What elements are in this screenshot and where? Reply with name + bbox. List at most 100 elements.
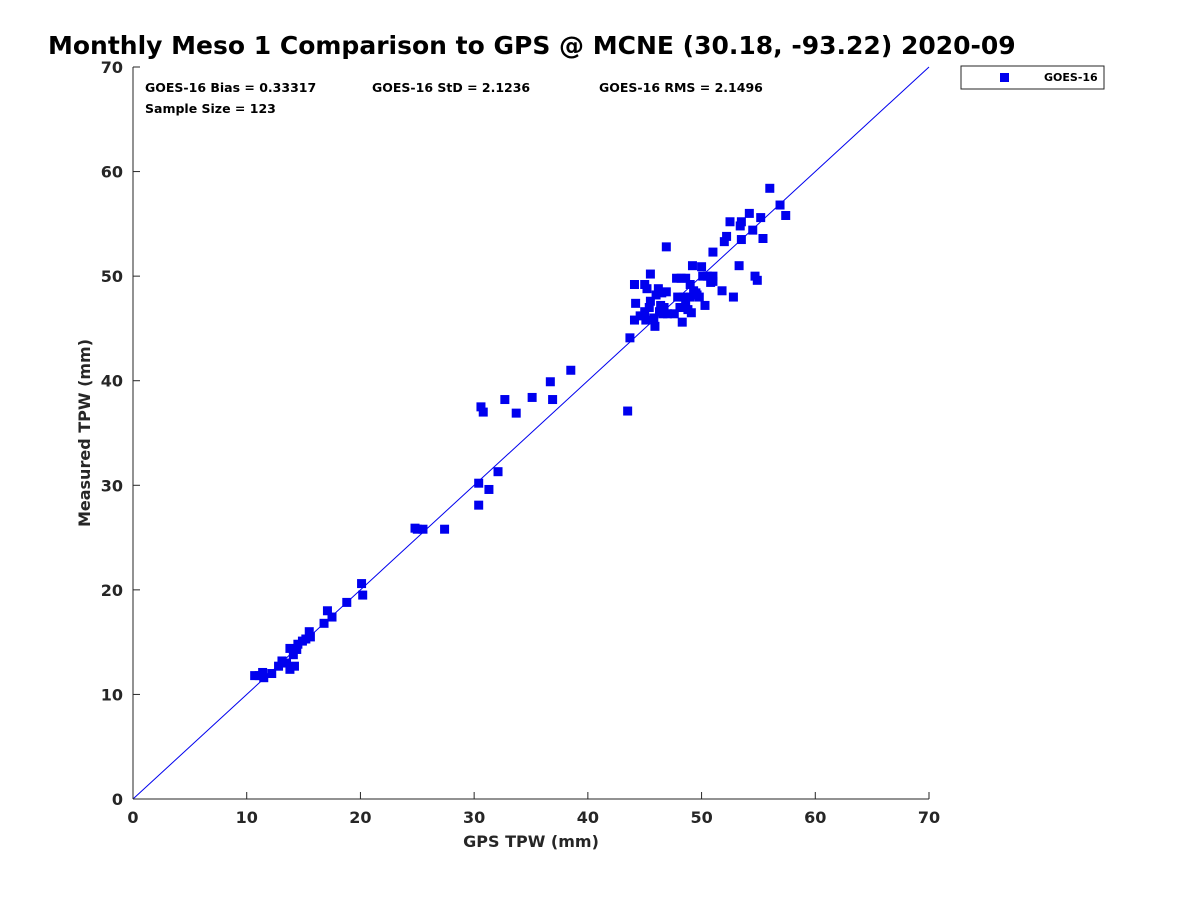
data-point (717, 286, 727, 296)
x-tick-label: 50 (690, 808, 712, 827)
data-point (418, 524, 428, 534)
y-tick-label: 10 (101, 685, 123, 704)
data-point (685, 280, 695, 290)
stat-std: GOES-16 StD = 2.1236 (372, 80, 530, 95)
x-axis-label: GPS TPW (mm) (463, 832, 599, 851)
data-point (678, 292, 688, 302)
data-point (734, 261, 744, 271)
data-point (285, 664, 295, 674)
data-point (765, 183, 775, 193)
data-point (694, 292, 704, 302)
data-point (744, 208, 754, 218)
data-point (289, 661, 299, 671)
data-point (659, 303, 669, 313)
x-tick-label: 0 (127, 808, 138, 827)
series-goes16-points (250, 183, 791, 683)
x-tick-label: 20 (349, 808, 371, 827)
y-axis-ticks: 0 10 20 30 40 50 60 70 (101, 58, 140, 809)
y-axis-label: Measured TPW (mm) (75, 339, 94, 527)
data-point (686, 308, 696, 318)
stat-sample-size: Sample Size = 123 (145, 101, 276, 116)
data-point (708, 276, 718, 286)
data-point (493, 467, 503, 477)
x-tick-label: 70 (918, 808, 940, 827)
data-point (748, 225, 758, 235)
data-point (758, 233, 768, 243)
data-point (752, 275, 762, 285)
chart-title: Monthly Meso 1 Comparison to GPS @ MCNE … (48, 31, 1016, 60)
data-point (657, 288, 667, 298)
data-point (327, 612, 337, 622)
plot-area: 0 10 20 30 40 50 60 70 0 10 20 30 40 50 60 70 (101, 58, 940, 827)
data-point (623, 406, 633, 416)
data-point (474, 500, 484, 510)
data-point (645, 269, 655, 279)
data-point (635, 311, 645, 321)
data-point (478, 407, 488, 417)
data-point (687, 261, 697, 271)
data-point (357, 579, 367, 589)
data-point (781, 210, 791, 220)
one-to-one-line (132, 66, 930, 800)
data-point (775, 200, 785, 210)
data-point (719, 237, 729, 247)
data-point (675, 303, 685, 313)
data-point (685, 292, 695, 302)
y-tick-label: 50 (101, 267, 123, 286)
x-tick-label: 40 (577, 808, 599, 827)
legend-box (960, 65, 1105, 90)
data-point (756, 213, 766, 223)
data-point (641, 315, 651, 325)
y-tick-label: 20 (101, 581, 123, 600)
data-point (566, 365, 576, 375)
stats-annotations: GOES-16 Bias = 0.33317 GOES-16 StD = 2.1… (145, 80, 763, 116)
data-point (292, 644, 302, 654)
y-tick-label: 40 (101, 372, 123, 391)
data-point (645, 296, 655, 306)
data-point (640, 307, 650, 317)
data-point (708, 271, 718, 281)
data-point (644, 303, 654, 313)
data-point (661, 242, 671, 252)
data-point (661, 287, 671, 297)
data-point (658, 309, 668, 319)
data-point (250, 671, 260, 681)
data-point (650, 321, 660, 331)
data-point (484, 484, 494, 494)
data-point (736, 235, 746, 245)
data-point (649, 313, 659, 323)
data-point (259, 673, 269, 683)
data-point (305, 632, 315, 642)
data-point (700, 300, 710, 310)
y-tick-label: 60 (101, 163, 123, 182)
data-point (669, 309, 679, 319)
data-point (681, 298, 691, 308)
data-point (625, 333, 635, 343)
data-point (288, 650, 298, 660)
data-point (285, 643, 295, 653)
data-point (304, 627, 314, 637)
data-point (511, 408, 521, 418)
data-point (736, 217, 746, 227)
stat-bias: GOES-16 Bias = 0.33317 (145, 80, 316, 95)
data-point (293, 639, 303, 649)
x-axis-ticks: 0 10 20 30 40 50 60 70 (127, 792, 940, 827)
data-point (342, 597, 352, 607)
data-point (629, 280, 639, 290)
one-to-one-line-layer (132, 66, 930, 800)
data-point (412, 524, 422, 534)
data-point (702, 271, 712, 281)
data-point (673, 292, 683, 302)
data-point (277, 656, 287, 666)
data-point (476, 402, 486, 412)
data-point (662, 309, 672, 319)
data-point (474, 478, 484, 488)
legend-marker-goes16 (1000, 73, 1009, 82)
data-point (651, 290, 661, 300)
x-tick-label: 30 (463, 808, 485, 827)
data-point (681, 273, 691, 283)
data-point (282, 658, 292, 668)
x-tick-label: 60 (804, 808, 826, 827)
data-point (677, 317, 687, 327)
